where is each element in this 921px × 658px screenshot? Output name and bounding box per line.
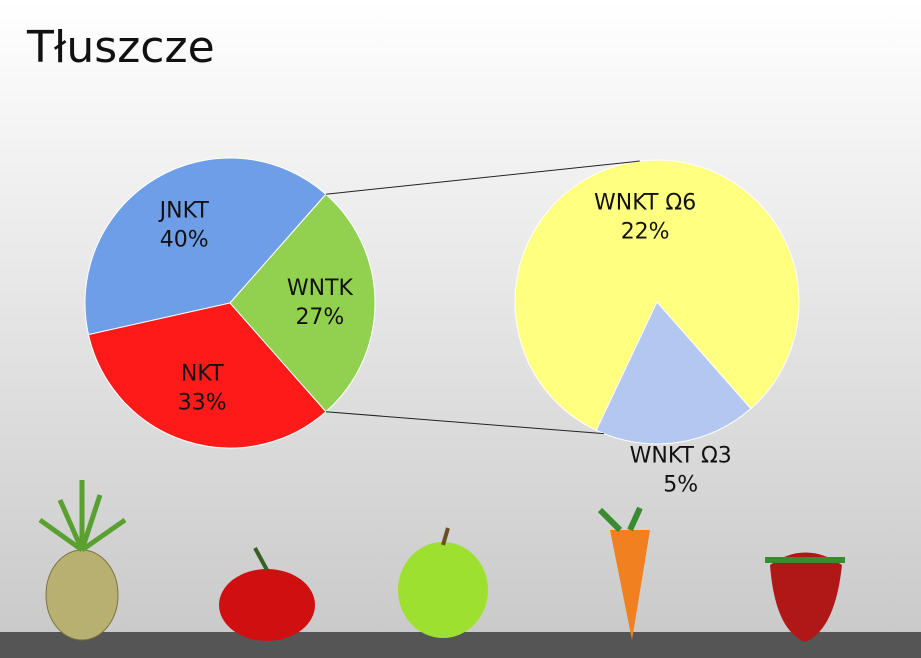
connector-line: [325, 160, 640, 195]
pie-slice: [595, 301, 752, 445]
floor: [0, 632, 921, 658]
pie-slice: [229, 193, 376, 413]
pie-slice: [84, 157, 327, 336]
slice-value-label: 33%: [178, 390, 227, 415]
slice-label: WNKT Ω6: [594, 191, 696, 216]
slice-label: NKT: [181, 361, 224, 386]
slice-value-label: 40%: [160, 228, 209, 253]
slice-label: WNTK: [287, 276, 354, 301]
chart-title: Tłuszcze: [26, 22, 215, 73]
pie-slice: [87, 302, 327, 449]
slice-label: JNKT: [158, 199, 210, 224]
slice-value-label: 22%: [621, 220, 670, 245]
fruits: [38, 480, 845, 642]
slice-value-label: 27%: [295, 305, 344, 330]
connector-line: [325, 411, 604, 435]
slice-value-label: 5%: [663, 473, 698, 498]
slice-label: WNKT Ω3: [630, 444, 732, 469]
